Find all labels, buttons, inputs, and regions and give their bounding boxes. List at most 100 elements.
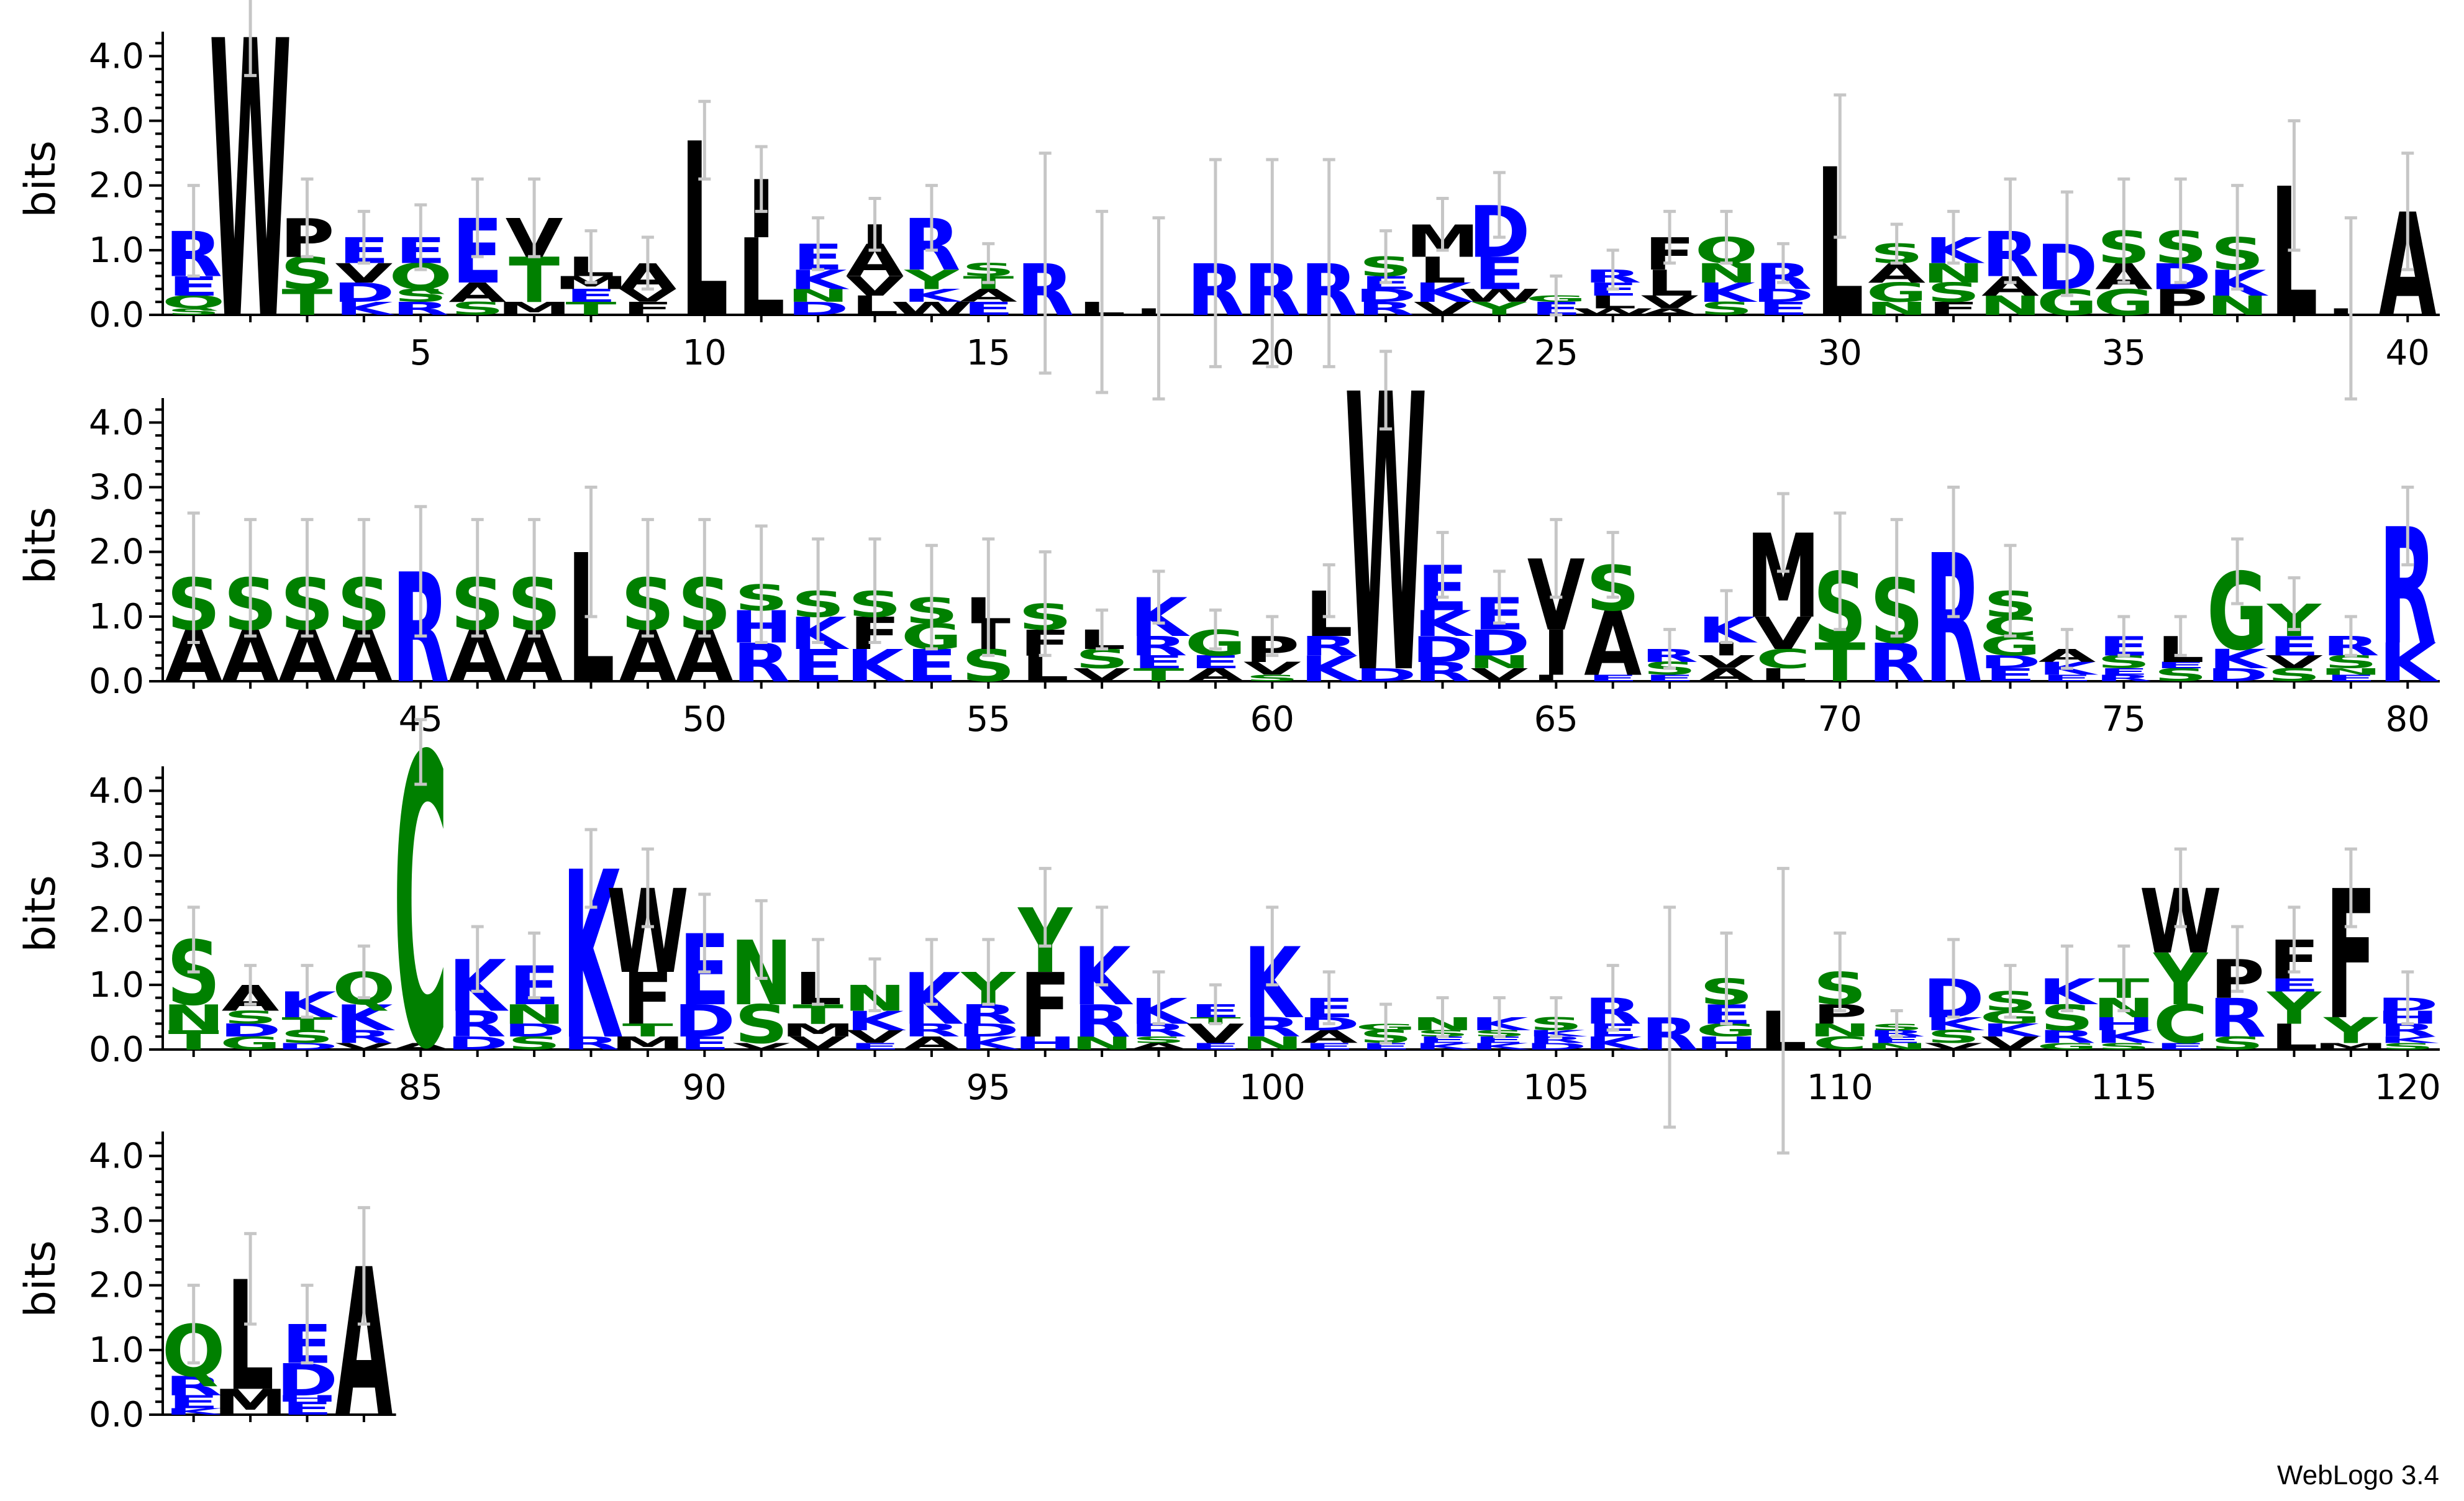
residue-F: F <box>1020 955 1071 1058</box>
residue-E: E <box>1360 1041 1411 1052</box>
residue-T: T <box>1134 665 1185 686</box>
logo-column-19: R <box>1187 158 1244 368</box>
residue-V: V <box>1470 665 1529 686</box>
residue-A: A <box>448 278 506 309</box>
residue-S: S <box>2211 1033 2265 1054</box>
logo-column-45: R <box>392 505 450 717</box>
y-tick-label: 4.0 <box>89 402 144 443</box>
residue-T: T <box>1814 632 1865 694</box>
residue-D: D <box>276 1041 339 1052</box>
residue-S: S <box>166 307 220 317</box>
residue-E: E <box>1474 1035 1525 1046</box>
residue-K: K <box>2379 632 2439 694</box>
logo-column-74: EKA <box>2038 628 2099 684</box>
y-tick-label: 2.0 <box>89 1266 144 1306</box>
logo-column-38: L <box>2270 119 2318 357</box>
residue-L: L <box>737 216 785 340</box>
x-tick-label: 40 <box>2386 333 2430 373</box>
y-tick-label: 3.0 <box>89 468 144 508</box>
residue-E: E <box>2155 1041 2206 1052</box>
residue-A: A <box>902 1033 961 1054</box>
residue-A: A <box>1641 307 1699 317</box>
logo-column-122: ML <box>213 1231 288 1425</box>
y-tick-label: 1.0 <box>89 597 144 637</box>
residue-E: E <box>168 1392 219 1412</box>
residue-R: R <box>165 1371 222 1402</box>
logo-column-96: HFY <box>1014 866 1076 1058</box>
residue-D: D <box>1752 286 1814 306</box>
residue-A: A <box>392 1041 450 1052</box>
logo-column-15: EATS <box>960 242 1017 319</box>
residue-I: I <box>1542 617 1570 690</box>
residue-K: K <box>2095 1027 2156 1047</box>
y-tick-label: 0.0 <box>89 1395 144 1435</box>
residue-M: M <box>781 1020 855 1041</box>
logo-column-52: EKS <box>789 537 850 692</box>
residue-D: D <box>2206 665 2268 686</box>
logo-column-71: RS <box>1868 518 1925 694</box>
x-tick-label: 15 <box>966 333 1011 373</box>
logo-row-3: 0.01.02.03.04.0bitsTNSGDSADSTKVRKQ85ACDR… <box>16 673 2441 1155</box>
logo-column-72: R <box>1925 486 1982 723</box>
x-tick-label: 35 <box>2102 333 2146 373</box>
residue-N: N <box>503 999 566 1030</box>
residue-R: R <box>2039 1027 2096 1047</box>
logo-column-119: MYF <box>2314 847 2388 1059</box>
residue-K: K <box>1584 1033 1645 1054</box>
residue-T: T <box>566 299 617 319</box>
residue-D: D <box>1525 1041 1587 1052</box>
logo-column-60: SVP <box>1243 615 1301 684</box>
logo-column-102: ESG <box>1355 1002 1416 1052</box>
y-axis-label: bits <box>16 140 65 217</box>
logo-column-37: NKS <box>2206 184 2269 321</box>
x-tick-label: 75 <box>2102 699 2146 740</box>
y-tick-label: 3.0 <box>89 101 144 142</box>
residue-S: S <box>2381 1041 2434 1052</box>
x-tick-label: 60 <box>1250 699 1294 740</box>
x-tick-label: 25 <box>1534 333 1578 373</box>
logo-column-56: LFS <box>1018 550 1072 690</box>
residue-V: V <box>2265 652 2324 673</box>
residue-K: K <box>1470 1041 1530 1052</box>
residue-W: W <box>1571 307 1653 317</box>
weblogo-credit: WebLogo 3.4 <box>2277 1460 2439 1490</box>
residue-W: W <box>1458 286 1540 306</box>
residue-R: R <box>903 1020 961 1041</box>
x-tick-label: 30 <box>1818 333 1862 373</box>
residue-D: D <box>957 1020 1019 1041</box>
residue-K: K <box>1300 649 1360 690</box>
logo-column-51: RHS <box>730 524 793 694</box>
residue-K: K <box>1414 604 1474 645</box>
y-tick-label: 2.0 <box>89 166 144 206</box>
residue-D: D <box>333 278 395 309</box>
residue-R: R <box>1868 632 1925 694</box>
logo-column-80: KR <box>2379 486 2439 694</box>
residue-N: N <box>787 286 850 306</box>
y-tick-label: 4.0 <box>89 36 144 76</box>
logo-column-53: KFS <box>846 537 906 692</box>
y-tick-label: 0.0 <box>89 661 144 702</box>
logo-column-47: AS <box>506 518 563 698</box>
logo-column-76: SEL <box>2153 615 2207 686</box>
y-tick-label: 0.0 <box>89 1030 144 1070</box>
residue-E: E <box>849 1041 900 1052</box>
residue-R: R <box>1130 631 1188 662</box>
x-tick-label: 65 <box>1534 699 1578 740</box>
residue-W: W <box>891 299 973 319</box>
logo-column-86: DRK <box>447 925 509 1054</box>
logo-column-77: DKG <box>2206 537 2269 686</box>
y-tick-label: 3.0 <box>89 836 144 876</box>
residue-K: K <box>1414 1041 1474 1052</box>
residue-A: A <box>1584 594 1642 697</box>
